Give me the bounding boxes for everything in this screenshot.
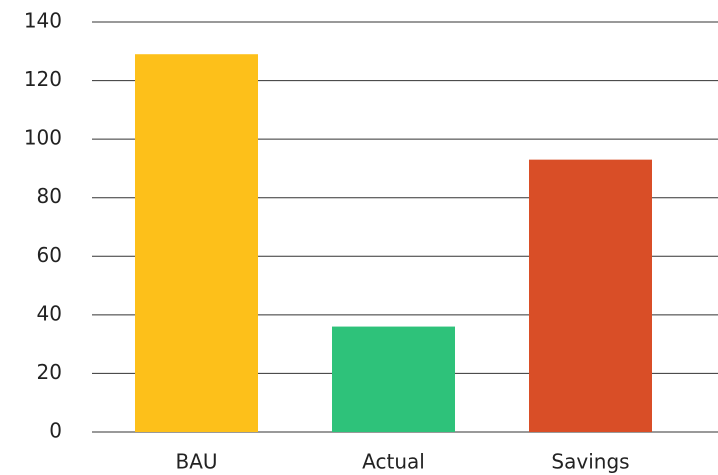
x-tick-label: BAU (175, 450, 217, 474)
x-tick-label: Savings (551, 450, 629, 474)
y-tick-label: 40 (37, 301, 62, 325)
y-tick-label: 20 (37, 360, 62, 384)
y-tick-label: 60 (37, 243, 62, 267)
bar (332, 326, 455, 432)
y-tick-label: 120 (24, 67, 62, 91)
x-tick-label: Actual (362, 450, 425, 474)
bar (135, 54, 258, 432)
y-tick-label: 100 (24, 126, 62, 150)
y-tick-label: 140 (24, 9, 62, 33)
y-tick-label: 0 (49, 419, 62, 443)
y-tick-label: 80 (37, 184, 62, 208)
bar (529, 159, 652, 432)
